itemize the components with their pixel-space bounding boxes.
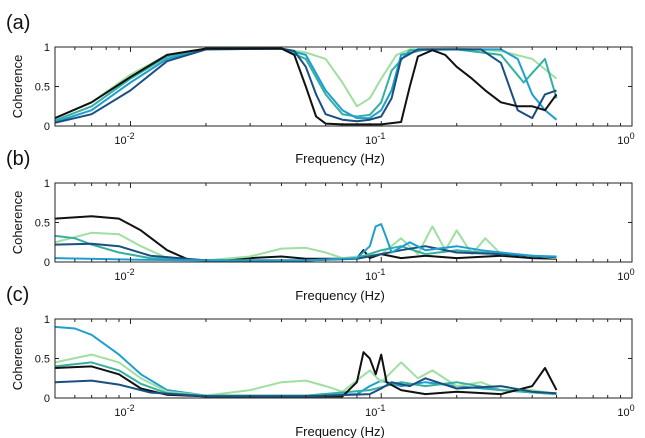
x-tick-label: 10-2 <box>114 131 134 147</box>
series-line-3 <box>55 361 557 397</box>
series-line-2 <box>55 353 557 397</box>
x-tick-label: 10-1 <box>365 267 385 283</box>
series-line-5 <box>55 223 557 262</box>
series-line-5 <box>55 377 557 398</box>
panel-label: (b) <box>6 148 30 170</box>
y-axis-title: Coherence <box>10 55 25 119</box>
panel-label: (a) <box>6 12 30 34</box>
y-tick-label: 0.5 <box>35 218 50 230</box>
series-line-1 <box>55 325 557 397</box>
y-tick-label: 0 <box>44 393 50 405</box>
series-line-4 <box>55 47 557 124</box>
panel-2: (b) 0 0.5 1 10-2 10-1 100 Frequency (Hz) Coheren… <box>6 148 635 303</box>
y-tick-label: 0 <box>44 257 50 269</box>
series-line-4 <box>55 351 558 398</box>
series-line-2 <box>55 47 558 122</box>
x-tick-label: 10-2 <box>114 403 134 419</box>
x-tick-label: 10-1 <box>365 131 385 147</box>
x-axis-title: Frequency (Hz) <box>295 424 385 438</box>
x-tick-label: 100 <box>617 267 634 283</box>
panel-label: (c) <box>6 284 29 306</box>
plot-frame <box>54 318 633 399</box>
x-axis-title: Frequency (Hz) <box>295 288 385 303</box>
y-tick-label: 0.5 <box>35 354 50 366</box>
panel-3: (c) 0 0.5 1 10-2 10-1 100 Frequency (Hz) Coheren… <box>6 284 635 438</box>
x-tick-label: 10-2 <box>114 267 134 283</box>
x-axis-title: Frequency (Hz) <box>295 151 385 166</box>
y-axis-title: Coherence <box>10 327 25 391</box>
x-tick-label: 100 <box>617 403 634 419</box>
plot-frame <box>54 182 633 263</box>
y-tick-label: 0.5 <box>35 82 50 94</box>
x-tick-label: 10-1 <box>365 403 385 419</box>
x-tick-label: 100 <box>617 131 634 147</box>
series-line-3 <box>55 47 558 123</box>
y-tick-label: 1 <box>44 42 50 54</box>
y-tick-label: 0 <box>44 121 50 133</box>
y-tick-label: 1 <box>44 178 50 190</box>
panel-1: (a) 0 0.5 1 10-2 10-1 100 Frequency (Hz) Coheren… <box>6 12 635 166</box>
y-axis-title: Coherence <box>10 191 25 255</box>
y-tick-label: 1 <box>44 314 50 326</box>
